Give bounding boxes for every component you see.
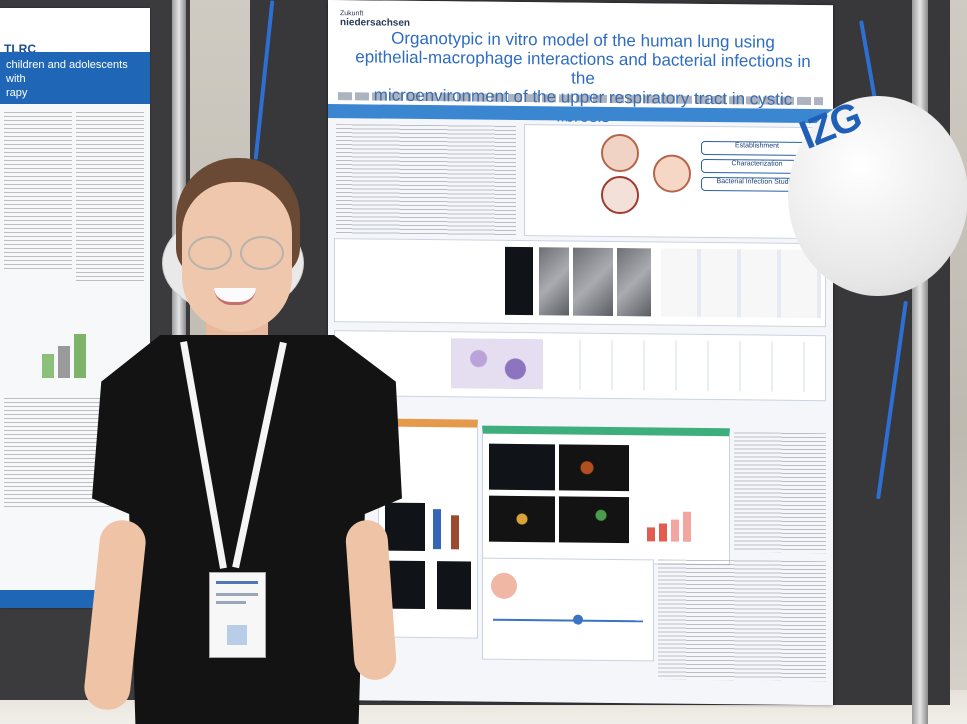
- microscopy-image: [573, 247, 613, 316]
- main-poster-figure-1: [334, 238, 826, 328]
- left-poster-bar: [74, 334, 86, 378]
- poster-bar: [647, 527, 655, 542]
- left-poster-title: children and adolescents with rapy: [6, 58, 146, 100]
- badge-qr-code: [227, 625, 247, 645]
- poster-bar: [671, 519, 679, 542]
- fluorescence-image: [559, 496, 629, 544]
- main-poster-overview-panel: Establishment Characterization Bacterial…: [524, 124, 826, 240]
- macrophage-icon: [653, 154, 691, 193]
- main-poster-figure-2: [334, 330, 826, 402]
- fluorescence-image: [489, 495, 555, 543]
- lung-icon: [491, 572, 517, 599]
- left-poster-bar: [58, 346, 70, 378]
- left-poster-title-line2: rapy: [6, 87, 28, 99]
- main-poster-logo: Zukunft niedersachsen: [340, 10, 410, 29]
- main-poster-title-line2: epithelial-macrophage interactions and b…: [355, 47, 811, 88]
- timeline-node: [573, 614, 583, 625]
- fluorescence-image: [437, 561, 471, 610]
- fluorescence-image: [385, 502, 425, 552]
- main-poster-intro-text: [336, 124, 516, 236]
- microscopy-image: [617, 248, 651, 317]
- poster-bar: [683, 511, 691, 542]
- left-poster: TLRC children and adolescents with rapy: [0, 8, 150, 608]
- main-poster-summary-diagram: [482, 557, 654, 662]
- line-plot-panel: [661, 248, 821, 319]
- name-badge: [209, 572, 266, 658]
- dot-plot-panel: [549, 339, 819, 393]
- glasses-left-lens: [188, 236, 232, 270]
- fluorescence-image: [505, 246, 533, 316]
- badge-header-line: [216, 581, 258, 584]
- histology-image: [451, 338, 543, 390]
- balloon: [788, 96, 967, 296]
- left-poster-bar-chart: [40, 328, 100, 378]
- badge-name-line: [216, 593, 258, 596]
- left-poster-title-band: [0, 52, 150, 104]
- badge-affiliation-line: [216, 601, 246, 604]
- main-poster-right-text: [734, 432, 826, 554]
- fluorescence-image: [559, 444, 629, 492]
- main-poster-panel-green: [482, 425, 730, 566]
- smile: [214, 288, 256, 305]
- left-poster-text-block: [76, 112, 144, 282]
- fluorescence-image: [489, 443, 555, 491]
- left-poster-bar: [42, 354, 54, 378]
- poster-bar: [659, 523, 667, 542]
- timeline: [493, 618, 643, 623]
- main-poster-conclusion-text: [658, 559, 826, 682]
- left-poster-text-block: [4, 112, 72, 272]
- microscopy-image: [539, 247, 569, 316]
- main-poster: Zukunft niedersachsen Organotypic in vit…: [328, 0, 833, 706]
- left-poster-title-line1: children and adolescents with: [6, 59, 128, 85]
- main-poster-logo-name: niedersachsen: [340, 17, 411, 29]
- poster-bar: [433, 509, 441, 550]
- glasses-right-lens: [240, 236, 284, 270]
- cell-icon: [601, 175, 639, 215]
- poster-bar: [451, 515, 459, 550]
- organoid-icon: [601, 133, 639, 173]
